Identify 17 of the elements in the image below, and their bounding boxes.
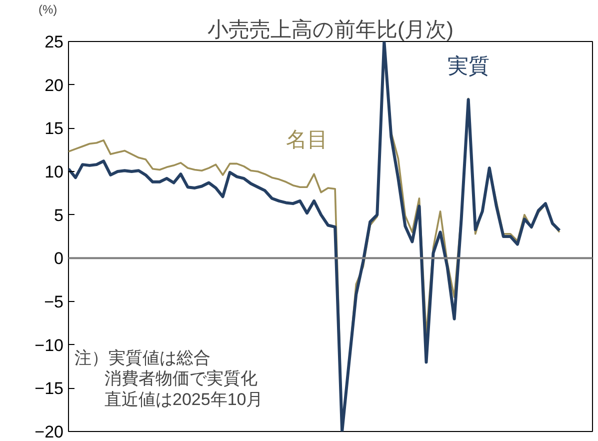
y-tick-label: 15 bbox=[44, 119, 64, 138]
y-tick-label: −10 bbox=[34, 336, 64, 355]
y-tick-label: −5 bbox=[44, 292, 64, 312]
chart-title: 小売売上高の前年比(月次) bbox=[208, 18, 454, 42]
y-tick-label: 25 bbox=[44, 32, 64, 52]
y-tick-label: 0 bbox=[54, 249, 64, 268]
y-tick-label: 20 bbox=[44, 76, 64, 95]
annotation: 直近値は2025年10月 bbox=[104, 390, 264, 409]
annotation: 注）実質値は総合 bbox=[74, 348, 210, 368]
series-label: 名目 bbox=[286, 128, 328, 152]
y-tick-label: −20 bbox=[34, 422, 64, 441]
y-tick-label: −15 bbox=[34, 379, 64, 398]
y-tick-label: 5 bbox=[54, 206, 64, 225]
y-axis-title: (%) bbox=[38, 2, 58, 16]
series-label: 実質 bbox=[447, 54, 490, 78]
annotation: 消費者物価で実質化 bbox=[104, 369, 258, 388]
y-tick-label: 10 bbox=[44, 162, 64, 182]
